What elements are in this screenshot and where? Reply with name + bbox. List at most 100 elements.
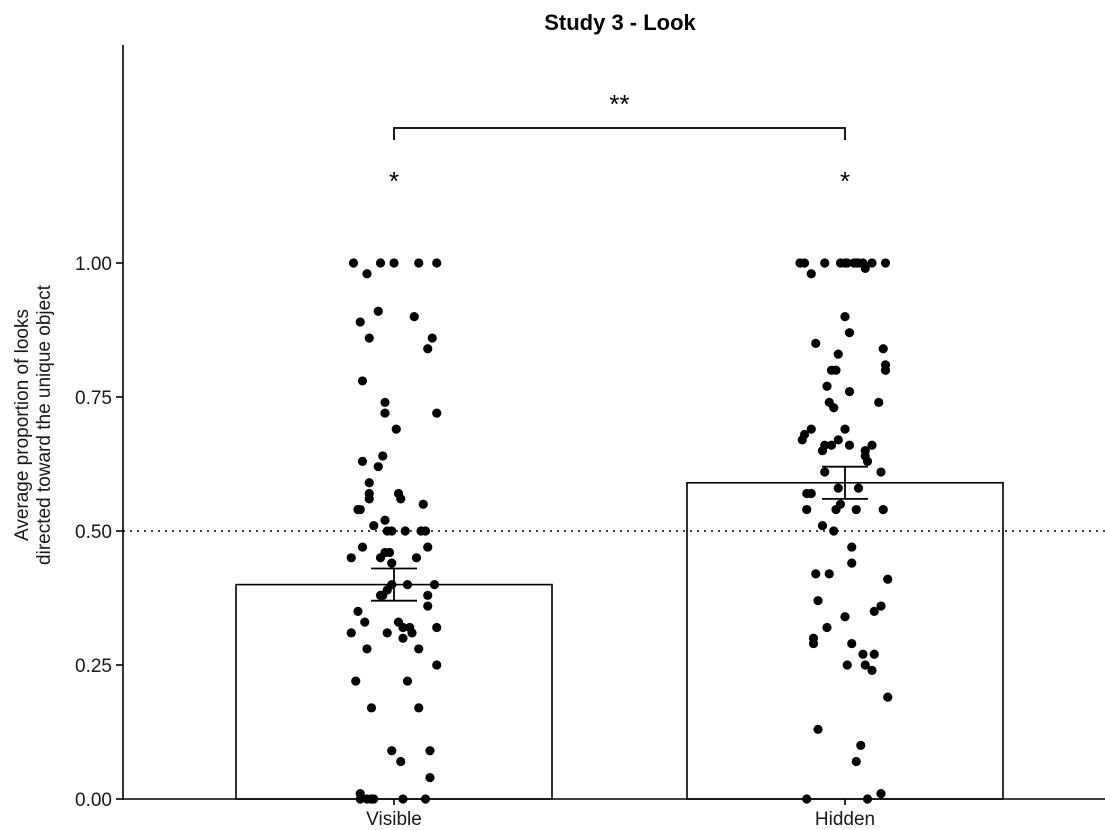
data-point-hidden-57 — [847, 558, 857, 568]
data-point-hidden-34 — [833, 435, 843, 445]
data-point-hidden-27 — [874, 397, 884, 407]
data-point-visible-5 — [432, 258, 442, 268]
data-point-visible-6 — [355, 317, 365, 327]
data-point-visible-42 — [411, 553, 422, 563]
data-point-visible-0 — [348, 258, 359, 268]
data-point-visible-49 — [423, 601, 433, 611]
data-point-hidden-1 — [799, 258, 810, 268]
data-point-visible-61 — [414, 644, 424, 654]
data-point-hidden-54 — [847, 542, 857, 552]
y-tick-label-4: 1.00 — [75, 254, 112, 275]
data-point-visible-41 — [387, 558, 397, 568]
y-axis-label-line-1: Average proportion of looks — [12, 309, 33, 541]
data-point-visible-40 — [384, 547, 395, 558]
data-point-hidden-39 — [862, 456, 873, 466]
y-tick-label-2: 0.50 — [75, 522, 112, 543]
data-point-hidden-51 — [878, 504, 888, 515]
data-point-visible-8 — [364, 333, 374, 343]
data-point-visible-18 — [378, 451, 388, 461]
data-point-hidden-33 — [820, 440, 830, 450]
data-point-visible-2 — [375, 258, 386, 268]
data-point-visible-68 — [387, 746, 397, 756]
data-point-visible-7 — [373, 306, 383, 316]
data-point-hidden-61 — [808, 638, 819, 649]
data-point-hidden-50 — [851, 504, 861, 515]
data-point-hidden-69 — [860, 660, 870, 670]
data-point-visible-32 — [387, 526, 397, 536]
data-point-visible-13 — [432, 408, 442, 418]
bar-hidden — [686, 481, 1004, 800]
data-point-visible-55 — [382, 628, 392, 638]
significance-comparison-label: ** — [609, 89, 629, 119]
data-point-visible-9 — [409, 312, 419, 322]
data-point-hidden-11 — [860, 263, 870, 273]
data-point-hidden-75 — [851, 756, 861, 767]
data-point-hidden-68 — [858, 649, 868, 659]
chart-title: Study 3 - Look — [544, 10, 696, 35]
data-point-visible-19 — [373, 462, 383, 472]
data-point-hidden-64 — [847, 638, 857, 649]
data-point-visible-62 — [432, 622, 442, 633]
data-point-hidden-25 — [829, 403, 839, 413]
data-point-visible-11 — [423, 344, 433, 354]
data-point-hidden-41 — [876, 467, 886, 477]
data-point-visible-15 — [380, 408, 390, 418]
data-point-visible-3 — [389, 258, 399, 268]
data-point-visible-60 — [398, 633, 408, 643]
data-point-hidden-17 — [833, 349, 843, 359]
data-point-visible-48 — [423, 590, 433, 600]
y-tick-label-1: 0.25 — [75, 656, 112, 677]
data-point-visible-27 — [418, 499, 428, 509]
y-axis-label-line-2: directed toward the unique object — [34, 284, 55, 565]
data-point-visible-51 — [353, 606, 363, 617]
data-point-visible-65 — [402, 676, 413, 686]
data-point-visible-69 — [396, 756, 406, 767]
data-point-visible-30 — [380, 515, 390, 525]
data-point-hidden-29 — [799, 429, 810, 440]
data-point-hidden-36 — [844, 440, 855, 450]
significance-label-visible: * — [389, 166, 399, 196]
data-point-hidden-12 — [867, 258, 877, 268]
y-tick-label-3: 0.75 — [75, 388, 112, 409]
data-point-hidden-52 — [817, 521, 828, 531]
data-point-hidden-2 — [806, 269, 816, 279]
data-point-visible-54 — [362, 644, 372, 654]
data-point-hidden-53 — [829, 526, 839, 536]
data-point-visible-52 — [360, 617, 370, 627]
data-point-visible-57 — [398, 622, 408, 633]
data-point-visible-59 — [407, 628, 417, 638]
data-point-hidden-55 — [811, 569, 821, 579]
data-point-visible-37 — [346, 553, 356, 563]
data-point-visible-28 — [357, 542, 368, 552]
data-point-visible-50 — [429, 580, 440, 590]
data-point-visible-33 — [400, 526, 410, 536]
data-point-visible-36 — [423, 542, 433, 552]
data-point-hidden-78 — [876, 789, 886, 799]
data-point-hidden-45 — [833, 483, 843, 493]
data-point-hidden-44 — [820, 467, 830, 477]
data-point-hidden-59 — [883, 574, 893, 584]
data-point-hidden-14 — [811, 338, 821, 348]
data-point-visible-66 — [366, 703, 377, 713]
data-point-hidden-63 — [840, 612, 850, 622]
data-point-hidden-47 — [802, 504, 812, 515]
data-point-visible-17 — [357, 456, 368, 466]
data-point-hidden-6 — [842, 258, 852, 268]
data-point-visible-16 — [391, 424, 401, 434]
y-tick-label-0: 0.00 — [75, 790, 112, 811]
data-point-visible-64 — [351, 676, 361, 686]
data-point-hidden-71 — [869, 649, 879, 659]
data-point-hidden-58 — [813, 596, 823, 606]
data-point-visible-10 — [427, 333, 437, 343]
data-point-hidden-72 — [883, 692, 893, 702]
data-point-hidden-56 — [824, 569, 834, 579]
data-point-hidden-20 — [878, 344, 888, 354]
data-point-hidden-46 — [853, 483, 864, 493]
bar-visible — [235, 583, 553, 800]
data-point-visible-71 — [425, 772, 435, 783]
x-tick-label-visible: Visible — [366, 809, 422, 830]
data-point-visible-29 — [369, 521, 379, 531]
data-point-hidden-74 — [856, 740, 866, 751]
data-point-hidden-31 — [826, 440, 837, 450]
